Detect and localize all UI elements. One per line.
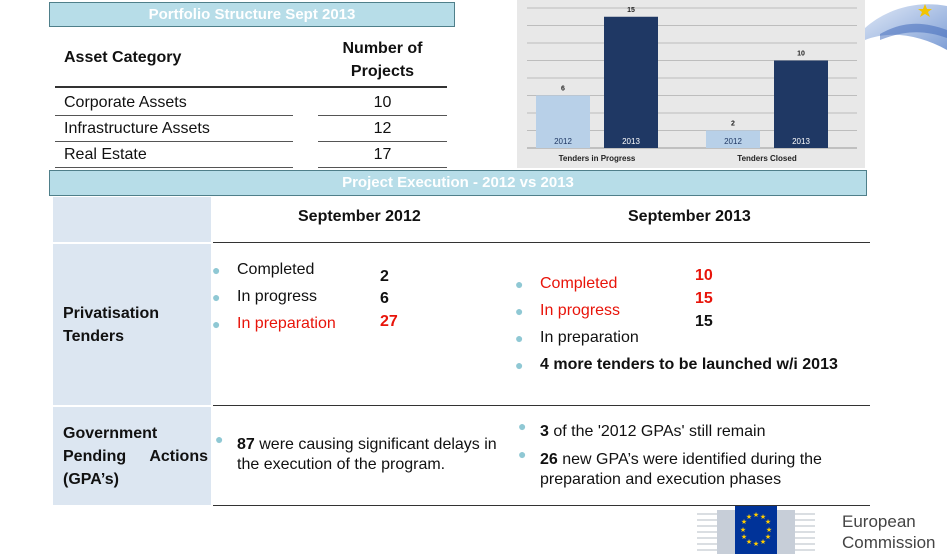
- bullet-icon: ●: [212, 316, 221, 332]
- bar-value-label: 2: [731, 121, 735, 128]
- bullet-icon: ●: [515, 357, 524, 373]
- in-preparation-2012-value: 27: [380, 313, 398, 330]
- asset-category-cell: Corporate Assets: [64, 94, 187, 111]
- svg-text:★: ★: [741, 533, 747, 541]
- list-item: ● Completed: [515, 275, 618, 292]
- svg-text:★: ★: [765, 533, 771, 541]
- bullet-icon: ●: [215, 431, 224, 447]
- row-label-column: [53, 197, 211, 505]
- list-item: ● In preparation: [515, 329, 639, 346]
- bar-2012-1: [706, 130, 760, 148]
- european-commission-logo: ★ ★★ ★★★ ★★★ ★★★: [697, 506, 815, 554]
- portfolio-title: Portfolio Structure Sept 2013: [49, 2, 455, 27]
- in-progress-2012-value: 6: [380, 290, 389, 307]
- bullet-icon: ●: [212, 289, 221, 305]
- privatisation-2013-list: ● Completed ● In progress ● In preparati…: [515, 274, 838, 382]
- bullet-icon: ●: [515, 303, 524, 319]
- gpa-2012-text: ● 87 were causing significant delays in …: [215, 431, 497, 473]
- svg-text:★: ★: [766, 526, 772, 534]
- svg-text:★: ★: [760, 513, 766, 521]
- in-preparation-2013-value: 15: [695, 313, 713, 330]
- completed-2013-value: 10: [695, 267, 713, 284]
- asset-category-header: Asset Category: [64, 49, 182, 66]
- table-row: Corporate Assets 10: [55, 90, 447, 116]
- list-item: ● In progress: [515, 302, 621, 319]
- list-item: ● Completed: [212, 261, 315, 278]
- gpa-2013-item-2: ● 26 new GPA’s were identified during th…: [518, 446, 822, 488]
- series-label: 2013: [622, 137, 640, 146]
- bar-value-label: 10: [797, 51, 805, 58]
- project-count-cell: 12: [373, 120, 392, 137]
- privatisation-2012-list: ● Completed ● In progress ● In preparati…: [212, 260, 336, 341]
- number-of-projects-header: Number of Projects: [342, 40, 423, 80]
- bar-2012-0: [536, 95, 590, 148]
- gpa-2013-item-1: ● 3 of the '2012 GPAs' still remain: [518, 418, 766, 440]
- asset-category-cell: Infrastructure Assets: [64, 120, 210, 137]
- category-label: Tenders Closed: [737, 154, 797, 163]
- european-commission-wordmark: European Commission: [842, 512, 936, 552]
- list-item: ● In preparation: [212, 315, 336, 332]
- column-header-2012: September 2012: [298, 208, 421, 225]
- svg-text:★: ★: [741, 518, 747, 526]
- column-header-2013: September 2013: [628, 208, 751, 225]
- completed-2012-value: 2: [380, 268, 389, 285]
- portfolio-table: Asset Category Number of Projects Corpor…: [55, 33, 447, 168]
- bullet-icon: ●: [212, 262, 221, 278]
- category-label: Tenders in Progress: [559, 154, 636, 163]
- svg-text:★: ★: [740, 526, 746, 534]
- project-count-cell: 17: [373, 146, 392, 163]
- header-divider: [213, 242, 870, 243]
- bar-2013-0: [604, 16, 658, 148]
- bullet-icon: ●: [518, 446, 527, 462]
- asset-category-cell: Real Estate: [64, 146, 147, 163]
- row-divider: [213, 405, 870, 406]
- bullet-icon: ●: [518, 418, 527, 434]
- project-count-cell: 10: [373, 94, 392, 111]
- bullet-icon: ●: [515, 330, 524, 346]
- list-item: ● In progress: [212, 288, 318, 305]
- svg-text:★: ★: [746, 513, 752, 521]
- portfolio-table-header: Asset Category Number of Projects: [55, 33, 447, 88]
- list-item: ● 4 more tenders to be launched w/i 2013: [515, 356, 838, 373]
- privatisation-tenders-label: Privatisation Tenders: [63, 305, 160, 345]
- tenders-bar-chart: 6 2012 15 2013 Tenders in Progress 2 2012 10 201…: [517, 0, 865, 168]
- table-row: Infrastructure Assets 12: [55, 116, 447, 142]
- bar-value-label: 6: [561, 86, 565, 93]
- svg-text:★: ★: [753, 511, 759, 519]
- series-label: 2012: [724, 137, 742, 146]
- table-bottom-border: [213, 505, 870, 506]
- svg-text:★: ★: [746, 538, 752, 546]
- bar-2013-1: [774, 60, 828, 148]
- svg-text:★: ★: [753, 540, 759, 548]
- svg-text:★: ★: [765, 518, 771, 526]
- tenders-chart-svg: 6 2012 15 2013 Tenders in Progress 2 2012 10 201…: [527, 7, 857, 163]
- in-progress-2013-value: 15: [695, 290, 713, 307]
- decorative-swoosh-icon: [865, 4, 947, 50]
- svg-text:★: ★: [760, 538, 766, 546]
- table-row: Real Estate 17: [55, 142, 447, 168]
- gpa-label: Government Pending Actions (GPA’s): [63, 425, 208, 488]
- bar-value-label: 15: [627, 7, 635, 14]
- bullet-icon: ●: [515, 276, 524, 292]
- series-label: 2013: [792, 137, 810, 146]
- project-execution-title: Project Execution - 2012 vs 2013: [49, 170, 867, 196]
- series-label: 2012: [554, 137, 572, 146]
